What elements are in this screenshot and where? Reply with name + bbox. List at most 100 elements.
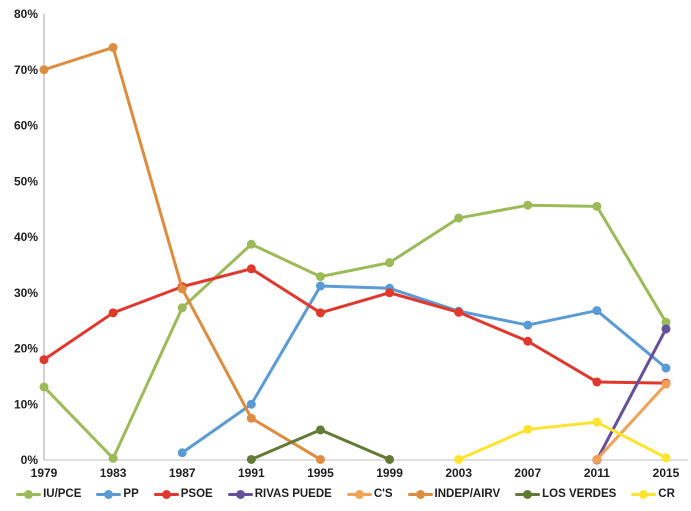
point-indep-airv-1987 (177, 284, 187, 294)
series-line-psoe (42, 267, 668, 385)
point-pp-1991 (246, 399, 256, 409)
legend-label: PP (123, 488, 139, 500)
legend-item-psoe: PSOE (153, 488, 213, 500)
series-psoe (39, 264, 671, 388)
point-iu-pce-2007 (523, 200, 533, 210)
point-iu-pce-2011 (592, 201, 602, 211)
point-cr-2007 (523, 424, 533, 434)
x-tick-label: 1995 (307, 466, 334, 480)
y-tick-label: 0% (21, 453, 39, 467)
point-psoe-1983 (108, 308, 118, 318)
point-psoe-1979 (39, 355, 49, 365)
x-tick-label: 2003 (445, 466, 472, 480)
x-tick-label: 1991 (238, 466, 265, 480)
x-tick-label: 1987 (169, 466, 196, 480)
y-tick-label: 40% (14, 230, 38, 244)
legend-marker-icon (227, 489, 253, 499)
legend-marker-icon (153, 489, 179, 499)
point-pp-2015 (661, 363, 671, 373)
series-pp (177, 281, 671, 458)
y-tick-label: 70% (14, 63, 38, 77)
point-iu-pce-1995 (315, 272, 325, 282)
point-iu-pce-2003 (454, 213, 464, 223)
point-psoe-2011 (592, 377, 602, 387)
legend-label: INDEP/AIRV (434, 488, 501, 500)
legend-dot-icon (523, 489, 533, 499)
point-c-s-2015 (661, 379, 671, 389)
point-iu-pce-1991 (246, 239, 256, 249)
series-c-s (592, 379, 671, 464)
point-cr-2011 (592, 417, 602, 427)
legend-dot-icon (639, 489, 649, 499)
legend-dot-icon (161, 489, 171, 499)
point-indep-airv-1979 (39, 65, 49, 75)
legend-item-rivas-puede: RIVAS PUEDE (227, 488, 332, 500)
series-line-rivas-puede (595, 327, 668, 462)
series-line-iu-pce (42, 203, 668, 460)
y-tick-label: 30% (14, 286, 38, 300)
series-line-pp (180, 284, 668, 455)
series-line-indep-airv (42, 45, 322, 461)
legend-item-indep-airv: INDEP/AIRV (407, 488, 501, 500)
x-tick-label: 1979 (31, 466, 58, 480)
x-tick-label: 2011 (584, 466, 610, 480)
series-los-verdes (246, 425, 395, 464)
legend-label: LOS VERDES (542, 488, 617, 500)
legend-label: RIVAS PUEDE (254, 488, 332, 500)
series-iu-pce (39, 200, 671, 463)
x-tick-label: 2015 (653, 466, 680, 480)
legend-item-iu-pce: IU/PCE (16, 488, 81, 500)
x-tick-label: 2007 (514, 466, 541, 480)
point-iu-pce-1999 (385, 258, 395, 268)
legend-dot-icon (415, 489, 425, 499)
series-indep-airv (39, 42, 325, 464)
legend-marker-icon (631, 489, 657, 499)
point-iu-pce-1983 (108, 453, 118, 463)
point-iu-pce-2015 (661, 317, 671, 327)
legend-item-pp: PP (96, 488, 139, 500)
x-tick-label: 1983 (100, 466, 127, 480)
point-psoe-2003 (454, 307, 464, 317)
legend-item-cr: CR (631, 488, 675, 500)
chart-legend: IU/PCE PP PSOE RIVAS PUEDE C'S INDEP/AIRV LOS … (0, 482, 691, 506)
legend-marker-icon (16, 489, 42, 499)
legend-marker-icon (407, 489, 433, 499)
legend-marker-icon (515, 489, 541, 499)
legend-dot-icon (354, 489, 364, 499)
legend-item-c-s: C'S (346, 488, 393, 500)
point-iu-pce-1987 (177, 303, 187, 313)
chart-svg: 0%10%20%30%40%50%60%70%80% 1979 1983 1987 1… (14, 7, 688, 480)
point-psoe-1999 (385, 288, 395, 298)
legend-marker-icon (96, 489, 122, 499)
series-line-c-s (595, 382, 668, 461)
point-pp-2007 (523, 320, 533, 330)
y-tick-label: 10% (14, 397, 38, 411)
legend-label: CR (658, 488, 675, 500)
point-psoe-1991 (246, 264, 256, 274)
point-indep-airv-1991 (246, 413, 256, 423)
point-pp-2011 (592, 306, 602, 316)
point-los-verdes-1999 (385, 454, 395, 464)
x-tick-label: 1999 (376, 466, 403, 480)
series-lines (39, 42, 671, 465)
point-psoe-1995 (315, 308, 325, 318)
point-rivas-puede-2015 (661, 324, 671, 334)
point-iu-pce-1979 (39, 382, 49, 392)
legend-item-los-verdes: LOS VERDES (515, 488, 616, 500)
x-axis: 1979 1983 1987 1991 1995 1999 2003 2007 2011 2015 (31, 459, 688, 480)
point-psoe-2007 (523, 336, 533, 346)
series-cr (454, 417, 671, 464)
legend-label: C'S (373, 488, 393, 500)
point-indep-airv-1983 (108, 42, 118, 52)
y-tick-label: 80% (14, 7, 38, 21)
point-c-s-2011 (592, 454, 602, 464)
y-axis: 0% 10% 20% 30% 40% 50% 60% 70% 80% (14, 7, 45, 467)
legend-marker-icon (346, 489, 372, 499)
series-line-cr (457, 420, 668, 461)
legend-label: IU/PCE (43, 488, 82, 500)
y-tick-label: 60% (14, 119, 38, 133)
point-los-verdes-1995 (315, 425, 325, 435)
y-tick-label: 50% (14, 174, 38, 188)
point-pp-1995 (315, 281, 325, 291)
